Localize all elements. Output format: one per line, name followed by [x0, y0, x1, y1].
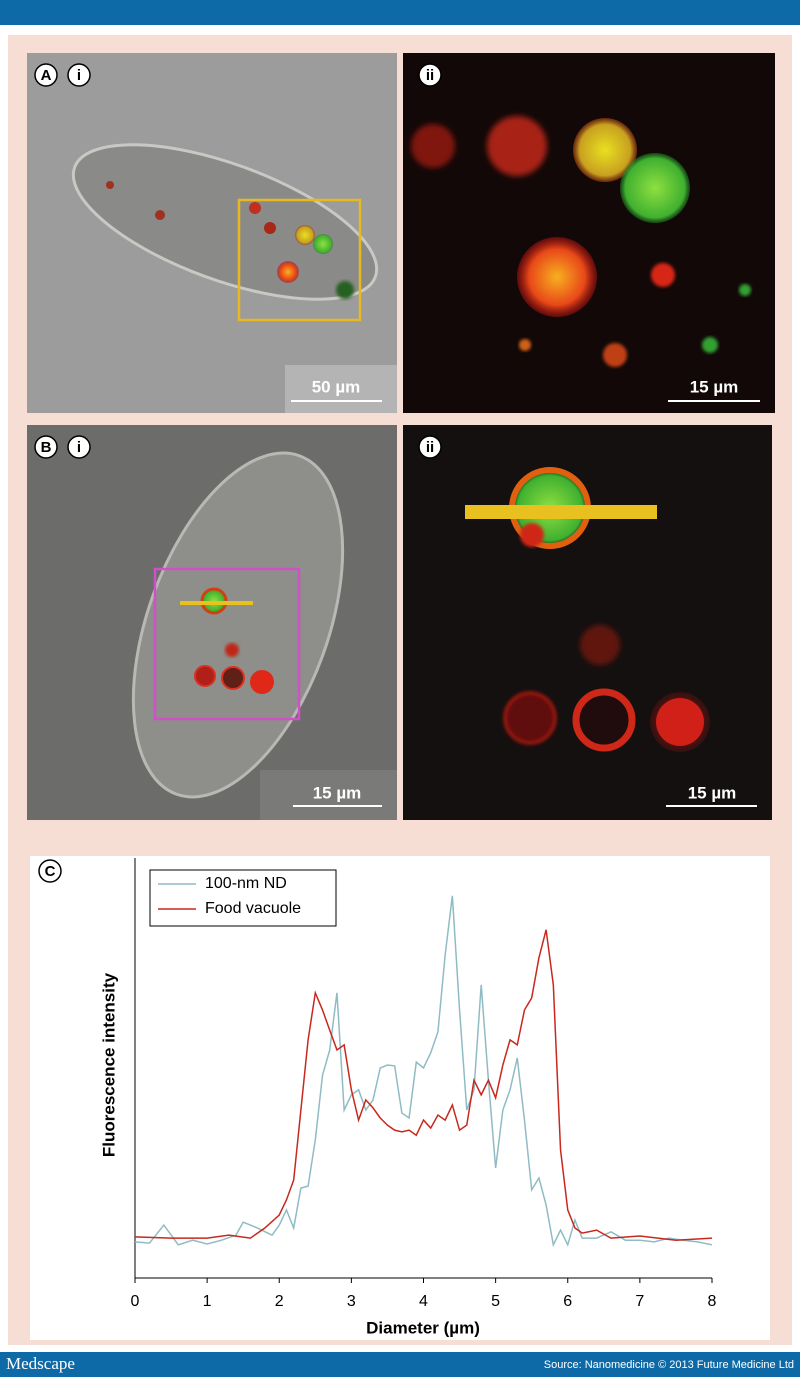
x-tick-label: 6 — [563, 1293, 572, 1310]
footer-bar — [0, 1352, 800, 1377]
panel-sublabel: i — [77, 439, 81, 456]
scale-bar-label: 15 µm — [690, 377, 739, 396]
image-b-i — [27, 425, 397, 820]
x-tick-label: 2 — [275, 1293, 284, 1310]
x-tick-label: 7 — [635, 1293, 644, 1310]
footer-logo: Medscape — [6, 1354, 75, 1373]
top-bar — [0, 0, 800, 25]
legend-label: 100-nm ND — [205, 875, 287, 892]
legend-label: Food vacuole — [205, 900, 301, 917]
scale-bar-label: 15 µm — [688, 783, 737, 802]
panel-sublabel: ii — [426, 439, 434, 456]
panel-sublabel: ii — [426, 67, 434, 84]
x-tick-label: 4 — [419, 1293, 428, 1310]
y-axis-label: Fluorescence intensity — [99, 972, 118, 1157]
panel-label: B — [41, 439, 52, 456]
x-tick-label: 3 — [347, 1293, 356, 1310]
panel-label: A — [41, 67, 52, 84]
x-tick-label: 8 — [708, 1293, 717, 1310]
x-tick-label: 1 — [203, 1293, 212, 1310]
series-line — [134, 895, 713, 1248]
panel-sublabel: i — [77, 67, 81, 84]
panel-labels: A i ii B i ii C — [34, 63, 442, 883]
scale-bar-label: 15 µm — [313, 783, 362, 802]
legend-box — [149, 869, 337, 927]
image-a-ii — [403, 53, 775, 413]
series-line — [134, 929, 713, 1241]
x-tick-label: 0 — [131, 1293, 140, 1310]
footer-source: Source: Nanomedicine © 2013 Future Medic… — [544, 1359, 794, 1371]
image-b-ii — [403, 425, 772, 820]
x-tick-label: 5 — [491, 1293, 500, 1310]
panel-label: C — [45, 863, 56, 880]
scale-bar-label: 50 µm — [312, 377, 361, 396]
image-a-i — [27, 53, 397, 413]
x-axis-label: Diameter (µm) — [366, 1318, 480, 1337]
